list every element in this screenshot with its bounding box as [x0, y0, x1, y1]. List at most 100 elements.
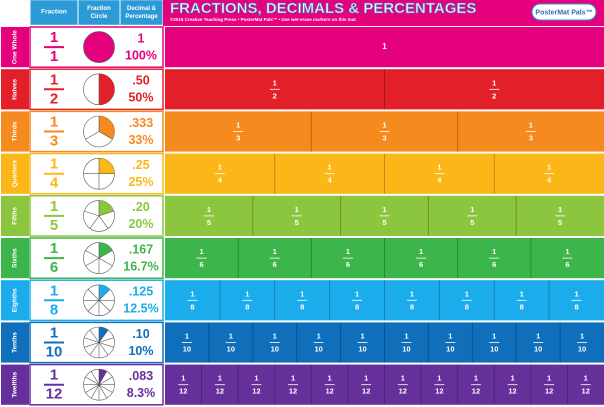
circle-divider: [89, 215, 100, 229]
circle-divider: [98, 384, 113, 393]
segment-denominator: 6: [346, 260, 350, 269]
segment-numerator: 1: [470, 205, 474, 214]
fraction-numerator: 1: [50, 282, 58, 299]
decimal: .167: [129, 242, 153, 256]
circle-divider: [98, 337, 114, 343]
circle-divider: [85, 376, 100, 385]
segment-numerator: 1: [382, 205, 386, 214]
segment-numerator: 1: [295, 205, 299, 214]
segment-numerator: 1: [273, 247, 277, 256]
fraction-numerator: 1: [50, 113, 58, 130]
segment-denominator: 12: [252, 387, 260, 396]
segment-numerator: 1: [273, 331, 277, 340]
row-label-strip: [1, 322, 29, 363]
segment-numerator: 1: [536, 331, 540, 340]
segment-denominator: 12: [216, 387, 224, 396]
segment-denominator: 6: [273, 260, 277, 269]
segment-numerator: 1: [207, 205, 211, 214]
segment-denominator: 8: [300, 302, 304, 311]
fraction-circle: [83, 242, 115, 274]
segment-numerator: 1: [218, 163, 222, 172]
segment-numerator: 1: [580, 331, 584, 340]
segment-denominator: 10: [271, 344, 279, 353]
percent: 10%: [128, 344, 153, 358]
decimal: 1: [138, 31, 145, 45]
circle-divider: [85, 131, 100, 140]
row-label-strip: [1, 364, 29, 405]
segment-denominator: 6: [565, 260, 569, 269]
row-label: Fifths: [12, 207, 19, 225]
fraction-circle: [83, 284, 115, 317]
segment-denominator: 10: [446, 344, 454, 353]
segment-numerator: 1: [492, 331, 496, 340]
row-label-strip: [1, 153, 29, 194]
row-label-strip: [1, 195, 29, 236]
segment-numerator: 1: [190, 289, 194, 298]
segment-denominator: 5: [470, 218, 474, 227]
segment-denominator: 2: [273, 91, 277, 100]
row-label-strip: [1, 27, 29, 68]
segment-numerator: 1: [328, 374, 332, 383]
segment-numerator: 1: [437, 374, 441, 383]
circle-divider: [89, 342, 100, 356]
circle-divider: [90, 371, 100, 385]
segment-denominator: 10: [183, 344, 191, 353]
circle-divider: [87, 289, 100, 301]
segment-denominator: 10: [534, 344, 542, 353]
circle-divider: [89, 329, 100, 343]
circle-divider: [98, 215, 109, 229]
fraction-numerator: 1: [50, 198, 58, 215]
fraction-denominator: 10: [46, 343, 63, 360]
segment-numerator: 1: [520, 289, 524, 298]
segment-numerator: 1: [529, 120, 533, 129]
fraction-circle: [83, 368, 115, 401]
percent: 8.3%: [127, 386, 156, 400]
circle-slice: [99, 327, 109, 343]
title-band: [163, 0, 604, 26]
circle-divider: [85, 384, 100, 393]
segment-denominator: 12: [472, 387, 480, 396]
logo-badge: [531, 3, 597, 21]
fraction-bar-row: [165, 238, 604, 279]
segment-numerator: 1: [558, 205, 562, 214]
segment-numerator: 1: [474, 374, 478, 383]
circle-divider: [84, 337, 100, 343]
row-label: Quarters: [12, 160, 19, 187]
circle-divider: [84, 210, 100, 217]
segment-denominator: 12: [508, 387, 516, 396]
segment-denominator: 8: [355, 302, 359, 311]
row-label: Sixths: [12, 248, 19, 268]
fraction-bar-row: [165, 364, 604, 405]
fraction-numerator: 1: [50, 71, 58, 88]
fraction-denominator: 12: [46, 386, 63, 403]
fraction-denominator: 1: [50, 48, 58, 65]
decimal: .20: [132, 200, 149, 214]
fraction-bar-row: [165, 153, 604, 194]
row-label-strip: [1, 69, 29, 110]
circle-divider: [98, 342, 109, 356]
row-label: Halves: [12, 78, 19, 99]
segment-label: 1: [382, 42, 387, 51]
fraction-numerator: 1: [50, 367, 58, 384]
circle-slice: [99, 73, 115, 105]
circle-divider: [98, 376, 113, 385]
fraction-circle: [83, 157, 115, 190]
segment-denominator: 10: [578, 344, 586, 353]
circle-divider: [98, 250, 113, 259]
fraction-denominator: 6: [50, 259, 58, 276]
circle-divider: [98, 342, 114, 348]
segment-denominator: 6: [419, 260, 423, 269]
fraction-denominator: 3: [50, 132, 58, 149]
segment-denominator: 10: [490, 344, 498, 353]
circle-slice: [99, 242, 113, 259]
fraction-denominator: 8: [50, 301, 58, 318]
segment-denominator: 10: [402, 344, 410, 353]
logo: PosterMat Pals™: [535, 9, 592, 16]
circle-divider: [98, 371, 108, 385]
segment-numerator: 1: [547, 163, 551, 172]
segment-denominator: 12: [545, 387, 553, 396]
circle-divider: [87, 300, 100, 312]
segment-denominator: 3: [236, 133, 240, 142]
percent: 25%: [128, 175, 153, 189]
fraction-denominator: 4: [50, 175, 59, 192]
